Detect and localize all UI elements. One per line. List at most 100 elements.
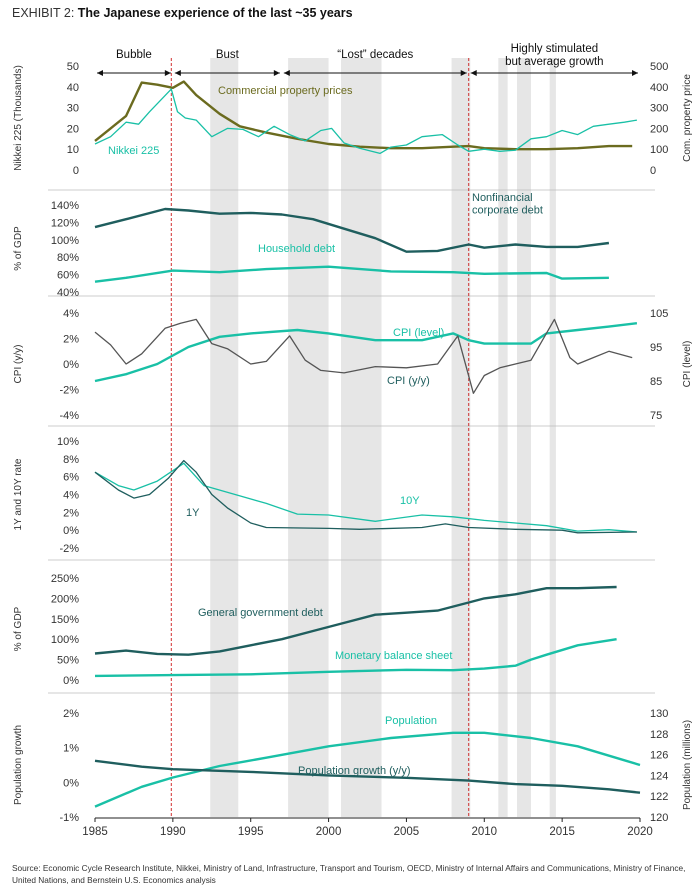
exhibit-heading: EXHIBIT 2: The Japanese experience of th…	[12, 6, 353, 20]
series-label: Population	[385, 715, 437, 727]
y-tick-label: 2%	[63, 708, 79, 720]
y-tick-label: 10	[67, 144, 79, 156]
multi-panel-chart: Bubble Bust “Lost” decades Highly stimulate…	[13, 43, 693, 838]
shaded-period	[549, 58, 556, 817]
y-tick-label: -2%	[59, 385, 79, 397]
series-label: Commercial property prices	[218, 85, 353, 97]
shaded-period	[210, 58, 239, 817]
y2-tick-label: 200	[650, 123, 668, 135]
y-tick-label: 0%	[63, 777, 79, 789]
x-tick-label: 1985	[82, 826, 108, 838]
y2-tick-label: 75	[650, 410, 662, 422]
exhibit-label: EXHIBIT 2:	[12, 6, 75, 20]
series-line-nikkei-225	[94, 88, 638, 155]
series-line-1y	[94, 459, 637, 534]
y-tick-label: 80%	[57, 252, 79, 264]
y-tick-label: 0%	[63, 359, 79, 371]
series-label: Population growth (y/y)	[298, 765, 411, 777]
series-line-population	[94, 731, 641, 808]
series-label: 10Y	[400, 495, 420, 507]
y2-axis-label: Population (millions)	[682, 720, 693, 810]
shaded-period	[288, 58, 329, 817]
series-line-monetary-balance-sheet	[94, 638, 617, 678]
y2-tick-label: 126	[650, 750, 668, 762]
series-line-10y	[94, 462, 637, 533]
era-label: Highly stimulated but average growth	[505, 43, 603, 68]
y-tick-label: 140%	[51, 200, 79, 212]
x-tick-label: 2010	[471, 826, 497, 838]
y-tick-label: 4%	[63, 490, 79, 502]
y-tick-label: 0	[73, 165, 79, 177]
y-tick-label: 8%	[63, 454, 79, 466]
y-axis-label: % of GDP	[13, 606, 24, 651]
x-tick-label: 1990	[160, 826, 186, 838]
era-arrowhead	[164, 70, 171, 76]
source-note: Source: Economic Cycle Research Institut…	[12, 863, 686, 885]
series-line-population-growth-y-y-	[94, 759, 641, 794]
x-tick-label: 2020	[627, 826, 653, 838]
y-tick-label: 40	[67, 82, 79, 94]
y-tick-label: 40%	[57, 287, 79, 299]
shaded-period	[516, 58, 531, 817]
y2-tick-label: 124	[650, 770, 668, 782]
series-label: CPI (y/y)	[387, 375, 430, 387]
era-arrowhead	[632, 70, 638, 76]
y-tick-label: -4%	[59, 410, 79, 422]
series-line-commercial-property-prices	[94, 80, 633, 151]
y-tick-label: 150%	[51, 614, 79, 626]
chart-title: The Japanese experience of the last ~35 …	[77, 6, 353, 20]
series-label: CPI (level)	[393, 327, 444, 339]
y-tick-label: 0%	[63, 675, 79, 687]
y2-tick-label: 100	[650, 144, 668, 156]
y-axis-label: CPI (y/y)	[13, 345, 24, 384]
series-label: Nikkei 225	[108, 145, 159, 157]
era-label: Bust	[216, 49, 240, 61]
y-axis-label: Population growth	[13, 725, 24, 805]
era-label: Bubble	[116, 49, 152, 61]
y-tick-label: 2%	[63, 507, 79, 519]
era-arrowhead	[174, 70, 181, 76]
shaded-period	[498, 58, 508, 817]
y-tick-label: -2%	[59, 543, 79, 555]
y-tick-label: 6%	[63, 472, 79, 484]
y-tick-label: 100%	[51, 235, 79, 247]
y-tick-label: 60%	[57, 270, 79, 282]
series-line-cpi-level-	[94, 322, 638, 383]
series-label: 1Y	[186, 507, 200, 519]
y-axis-label: 1Y and 10Y rate	[13, 458, 24, 530]
y-tick-label: 2%	[63, 334, 79, 346]
y-tick-label: 10%	[57, 436, 79, 448]
y2-tick-label: 122	[650, 791, 668, 803]
y2-tick-label: 300	[650, 103, 668, 115]
y-tick-label: 50%	[57, 655, 79, 667]
y2-tick-label: 130	[650, 708, 668, 720]
y2-tick-label: 95	[650, 342, 662, 354]
series-label: General government debt	[198, 607, 323, 619]
series-line-nonfinancial-corporate-debt	[94, 207, 610, 253]
y-tick-label: -1%	[59, 812, 79, 824]
series-line-general-government-debt	[94, 585, 617, 656]
x-tick-label: 2015	[549, 826, 575, 838]
y2-tick-label: 120	[650, 812, 668, 824]
y-tick-label: 200%	[51, 593, 79, 605]
x-tick-label: 2005	[394, 826, 420, 838]
y2-tick-label: 105	[650, 308, 668, 320]
y2-tick-label: 85	[650, 376, 662, 388]
y-tick-label: 120%	[51, 217, 79, 229]
y2-tick-label: 0	[650, 165, 656, 177]
era-arrowhead	[273, 70, 280, 76]
y-tick-label: 250%	[51, 573, 79, 585]
era-arrowhead	[470, 70, 477, 76]
series-label: Nonfinancial corporate debt	[472, 192, 543, 217]
era-arrowhead	[283, 70, 290, 76]
era-label: “Lost” decades	[337, 49, 413, 61]
y-tick-label: 20	[67, 123, 79, 135]
y2-tick-label: 128	[650, 729, 668, 741]
y-tick-label: 30	[67, 103, 79, 115]
y-tick-label: 4%	[63, 308, 79, 320]
series-label: Monetary balance sheet	[335, 650, 452, 662]
y2-axis-label: CPI (level)	[682, 341, 693, 388]
x-tick-label: 1995	[238, 826, 264, 838]
y2-axis-label: Com. property price	[682, 74, 693, 162]
y-tick-label: 100%	[51, 634, 79, 646]
